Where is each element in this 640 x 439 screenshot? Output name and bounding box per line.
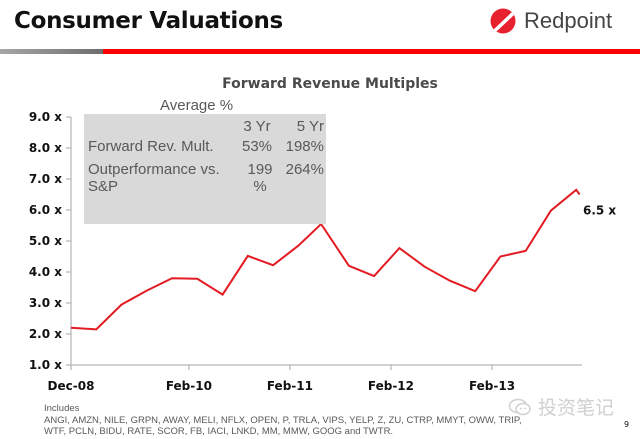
y-tick-label: 5.0 x xyxy=(29,234,62,248)
y-tick-label: 2.0 x xyxy=(29,327,62,341)
inset-table-row: Outperformance vs. S&P 199 % 264% xyxy=(88,161,324,195)
inset-row-3yr: 53% xyxy=(241,138,273,155)
y-tick-label: 3.0 x xyxy=(29,296,62,310)
y-tick-label: 9.0 x xyxy=(29,110,62,124)
redpoint-logo: Redpoint xyxy=(490,8,612,34)
y-tick-label: 4.0 x xyxy=(29,265,62,279)
series-line xyxy=(70,188,581,331)
footnote-line-2: WTF, PCLN, BIDU, RATE, SCOR, FB, IACI, L… xyxy=(44,426,394,437)
inset-header-5yr: 5 Yr xyxy=(296,118,324,135)
inset-header-3yr: 3 Yr xyxy=(243,118,271,135)
x-tick-label: Feb-11 xyxy=(267,379,313,393)
redpoint-logo-icon xyxy=(490,8,516,34)
x-tick-label: Feb-12 xyxy=(368,379,414,393)
inset-row-5yr: 264% xyxy=(285,161,324,178)
inset-table-title: Average % xyxy=(160,97,234,114)
footnote: Includes ANGI, AMZN, NILE, GRPN, AWAY, M… xyxy=(44,403,522,438)
x-tick-label: Feb-13 xyxy=(469,379,515,393)
y-tick-label: 8.0 x xyxy=(29,141,62,155)
inset-row-label: Outperformance vs. S&P xyxy=(88,161,220,195)
brand-name: Redpoint xyxy=(524,8,613,33)
chart-title: Forward Revenue Multiples xyxy=(222,76,438,92)
header-divider-grey xyxy=(0,49,103,54)
y-tick-label: 1.0 x xyxy=(29,358,62,372)
page-number: 9 xyxy=(624,420,630,429)
watermark-text: 投资笔记 xyxy=(538,397,615,419)
x-tick-label: Feb-10 xyxy=(166,379,212,393)
inset-table: 3 Yr 5 Yr Forward Rev. Mult. 53% 198% Ou… xyxy=(88,118,324,195)
footnote-line-1: ANGI, AMZN, NILE, GRPN, AWAY, MELI, NFLX… xyxy=(44,414,522,426)
inset-row-label: Forward Rev. Mult. xyxy=(88,138,214,155)
inset-row-5yr: 198% xyxy=(285,138,324,155)
header-divider-red xyxy=(103,49,640,54)
header-divider xyxy=(0,49,640,54)
end-value-label: 6.5 x xyxy=(583,204,616,218)
slide-title: Consumer Valuations xyxy=(14,8,283,34)
inset-table-row: Forward Rev. Mult. 53% 198% xyxy=(88,138,324,161)
inset-header-blank xyxy=(88,118,238,138)
x-tick-label: Dec-08 xyxy=(48,379,95,393)
watermark: 投资笔记 xyxy=(508,393,614,420)
inset-table-background xyxy=(84,114,326,224)
inset-table-header-row: 3 Yr 5 Yr xyxy=(88,118,324,138)
y-tick-label: 7.0 x xyxy=(29,172,62,186)
wechat-icon xyxy=(508,398,531,415)
footnote-includes-label: Includes xyxy=(44,403,80,414)
y-tick-label: 6.0 x xyxy=(29,203,62,217)
inset-row-3yr: 199 % xyxy=(247,161,273,195)
